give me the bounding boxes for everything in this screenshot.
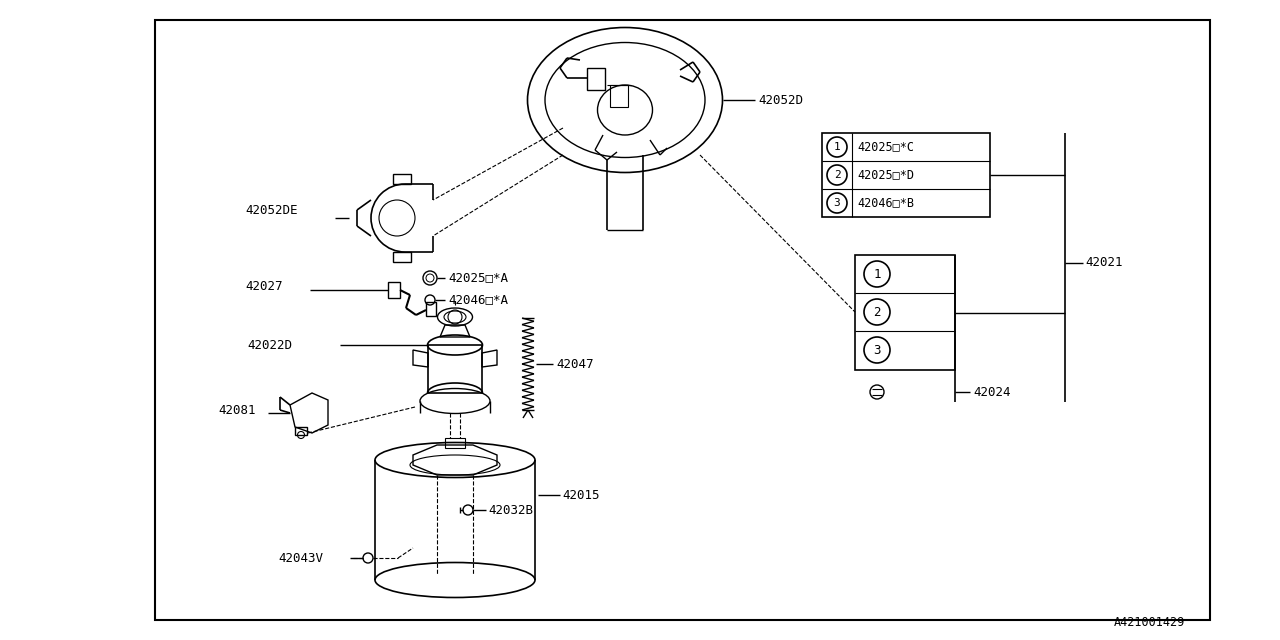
Text: 42046□*B: 42046□*B <box>858 196 914 209</box>
Text: 42025□*D: 42025□*D <box>858 168 914 182</box>
Text: 42024: 42024 <box>973 385 1010 399</box>
Text: 42047: 42047 <box>556 358 594 371</box>
Text: A421001429: A421001429 <box>1114 616 1185 630</box>
Bar <box>388 282 401 298</box>
Text: 42046□*A: 42046□*A <box>448 294 508 307</box>
Text: 3: 3 <box>833 198 841 208</box>
Text: 42025□*A: 42025□*A <box>448 271 508 285</box>
Bar <box>588 68 605 90</box>
Bar <box>155 20 1210 620</box>
Text: 42052D: 42052D <box>758 93 803 106</box>
Text: 42015: 42015 <box>562 488 599 502</box>
Text: 42025□*C: 42025□*C <box>858 141 914 154</box>
Bar <box>393 252 411 262</box>
Bar <box>428 345 483 393</box>
Bar <box>611 85 628 107</box>
Text: 2: 2 <box>833 170 841 180</box>
Text: 2: 2 <box>873 305 881 319</box>
Bar <box>294 427 307 435</box>
Text: 1: 1 <box>873 268 881 280</box>
Text: 42081: 42081 <box>218 403 256 417</box>
Text: 42052DE: 42052DE <box>244 204 297 216</box>
Text: 42032B: 42032B <box>488 504 532 516</box>
Bar <box>426 302 436 316</box>
Text: 42043V: 42043V <box>278 552 323 566</box>
Bar <box>822 133 989 217</box>
Bar <box>855 255 955 370</box>
Bar <box>393 174 411 184</box>
Text: 42021: 42021 <box>1085 256 1123 269</box>
Text: 42027: 42027 <box>244 280 283 292</box>
Text: 42022D: 42022D <box>247 339 292 351</box>
Text: 3: 3 <box>873 344 881 356</box>
Text: 1: 1 <box>833 142 841 152</box>
Bar <box>445 438 465 448</box>
